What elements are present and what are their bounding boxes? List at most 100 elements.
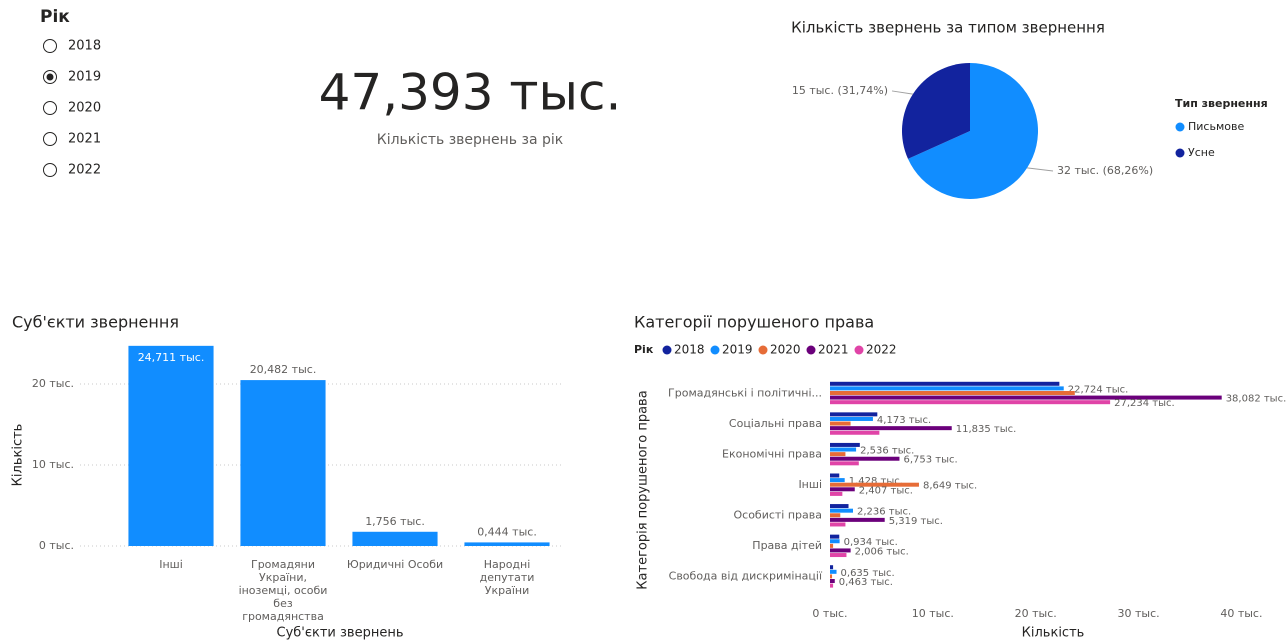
radio-label[interactable]: 2022 xyxy=(68,163,101,178)
bar xyxy=(830,430,880,435)
y-tick-label: Інші xyxy=(798,478,822,491)
legend-label[interactable]: Письмове xyxy=(1188,120,1244,133)
data-label: 2,236 тыс. xyxy=(857,507,911,518)
data-label: 22,724 тыс. xyxy=(1068,384,1129,395)
bar xyxy=(830,574,833,579)
legend-label[interactable]: 2021 xyxy=(818,343,849,357)
bar xyxy=(830,390,1075,395)
y-tick-label: Права дітей xyxy=(752,539,822,552)
data-label: 4,173 тыс. xyxy=(877,415,931,426)
bar xyxy=(830,487,855,492)
bar xyxy=(830,491,843,496)
bar xyxy=(240,380,326,546)
bar xyxy=(830,504,849,509)
bar xyxy=(830,534,840,539)
legend-marker[interactable] xyxy=(710,345,720,355)
bar xyxy=(830,421,851,426)
legend-label[interactable]: 2019 xyxy=(722,343,753,357)
x-tick-label: Юридичні Особи xyxy=(346,558,444,571)
bar xyxy=(830,478,845,483)
y-tick-label: 10 тыс. xyxy=(32,458,74,471)
radio-button[interactable] xyxy=(43,101,57,115)
x-axis-title: Кількість xyxy=(1022,626,1085,641)
y-tick-label: Свобода від дискримінації xyxy=(669,570,823,583)
x-tick-label: 30 тыс. xyxy=(1118,607,1160,620)
card-value: 47,393 тыс. xyxy=(319,64,622,122)
x-tick-label: 40 тыс. xyxy=(1220,607,1262,620)
radio-label[interactable]: 2020 xyxy=(68,101,101,116)
y-tick-label: Соціальні права xyxy=(729,417,822,430)
data-label: 0,463 тыс. xyxy=(839,577,893,588)
legend-marker[interactable] xyxy=(662,345,672,355)
data-label: 6,753 тыс. xyxy=(903,455,957,466)
data-label: 27,234 тыс. xyxy=(1114,398,1175,409)
data-label: 1,428 тыс. xyxy=(849,476,903,487)
bar xyxy=(830,553,847,558)
x-tick-label: 20 тыс. xyxy=(1015,607,1057,620)
bar xyxy=(830,517,885,522)
bar xyxy=(830,447,857,452)
bar xyxy=(830,416,873,421)
radio-button[interactable] xyxy=(43,163,57,177)
y-axis-title: Кількість xyxy=(11,424,26,487)
x-tick-label: 10 тыс. xyxy=(912,607,954,620)
bar xyxy=(830,569,837,574)
data-label: 0,635 тыс. xyxy=(841,568,895,579)
bar xyxy=(830,386,1064,391)
data-label: 32 тыс. (68,26%) xyxy=(1057,164,1153,177)
radio-button[interactable] xyxy=(43,132,57,146)
data-label: 11,835 тыс. xyxy=(956,424,1017,435)
bar xyxy=(830,539,840,544)
bar xyxy=(464,542,550,546)
radio-label[interactable]: 2021 xyxy=(68,132,101,147)
bar xyxy=(830,543,834,548)
x-tick-label: Народні депутати України xyxy=(479,558,535,597)
bar xyxy=(830,395,1222,400)
x-tick-label: 0 тыс. xyxy=(812,607,847,620)
slicer-title: Рік xyxy=(40,7,70,27)
data-label: 0,934 тыс. xyxy=(844,537,898,548)
data-label: 0,444 тыс. xyxy=(477,525,537,538)
y-tick-label: Громадянські і політичні... xyxy=(668,386,822,399)
legend-marker[interactable] xyxy=(758,345,768,355)
radio-label[interactable]: 2018 xyxy=(68,39,101,54)
bar xyxy=(830,461,859,466)
pie-slice xyxy=(902,63,970,159)
data-label: 2,407 тыс. xyxy=(859,485,913,496)
legend-marker[interactable] xyxy=(806,345,816,355)
legend-label[interactable]: 2022 xyxy=(866,343,897,357)
x-tick-label: Інші xyxy=(159,558,183,571)
legend-label[interactable]: 2018 xyxy=(674,343,705,357)
data-label: 15 тыс. (31,74%) xyxy=(792,84,888,97)
radio-label[interactable]: 2019 xyxy=(68,70,101,85)
radio-button[interactable] xyxy=(43,39,57,53)
bar xyxy=(830,482,919,487)
chart-title: Кількість звернень за типом звернення xyxy=(791,19,1105,37)
chart-title: Категорії порушеного права xyxy=(634,313,874,332)
bar xyxy=(830,513,841,518)
radio-dot xyxy=(46,73,54,81)
y-tick-label: 20 тыс. xyxy=(32,377,74,390)
bar xyxy=(830,400,1111,405)
legend-marker[interactable] xyxy=(1175,122,1185,132)
y-tick-label: Особисті права xyxy=(733,509,822,522)
bar xyxy=(830,579,835,584)
bar xyxy=(830,583,834,588)
bar xyxy=(830,452,846,457)
legend-marker[interactable] xyxy=(854,345,864,355)
data-label: 24,711 тыс. xyxy=(138,351,205,364)
data-label: 8,649 тыс. xyxy=(923,481,977,492)
data-label: 2,536 тыс. xyxy=(860,446,914,457)
bar xyxy=(352,531,438,546)
bar xyxy=(830,456,900,461)
legend-marker[interactable] xyxy=(1175,148,1185,158)
leader-line xyxy=(891,90,913,95)
legend-label[interactable]: 2020 xyxy=(770,343,801,357)
legend-label[interactable]: Усне xyxy=(1188,146,1215,159)
data-label: 1,756 тыс. xyxy=(365,515,425,528)
y-tick-label: 0 тыс. xyxy=(39,539,74,552)
legend-title: Рік xyxy=(634,343,654,356)
data-label: 20,482 тыс. xyxy=(250,363,317,376)
